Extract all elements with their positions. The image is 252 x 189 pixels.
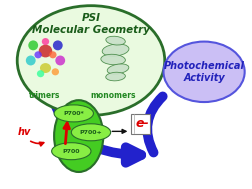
Ellipse shape [102,44,129,56]
Ellipse shape [39,45,52,57]
Text: Photochemical
Activity: Photochemical Activity [163,61,244,83]
Ellipse shape [40,63,51,73]
Ellipse shape [105,36,125,45]
Ellipse shape [17,6,164,115]
Ellipse shape [28,40,38,50]
Ellipse shape [54,100,103,172]
Ellipse shape [42,38,49,45]
Ellipse shape [34,51,42,58]
Ellipse shape [51,68,59,75]
Text: P700*: P700* [63,111,84,116]
Text: hv: hv [18,127,31,137]
Ellipse shape [55,56,65,65]
Ellipse shape [37,70,44,77]
Ellipse shape [163,42,244,102]
Ellipse shape [107,64,128,74]
Ellipse shape [101,54,125,65]
Text: monomers: monomers [90,91,135,100]
Ellipse shape [53,40,62,50]
Ellipse shape [54,105,93,122]
FancyBboxPatch shape [131,114,150,134]
Ellipse shape [71,124,110,141]
Text: P700+: P700+ [79,130,102,135]
Ellipse shape [51,143,91,160]
Ellipse shape [26,56,36,65]
Ellipse shape [49,51,56,58]
Text: P700: P700 [62,149,80,154]
Ellipse shape [105,72,125,81]
Text: e-: e- [135,117,148,130]
Text: PSI
Molecular Geometry: PSI Molecular Geometry [32,13,149,35]
Text: trimers: trimers [28,91,60,100]
